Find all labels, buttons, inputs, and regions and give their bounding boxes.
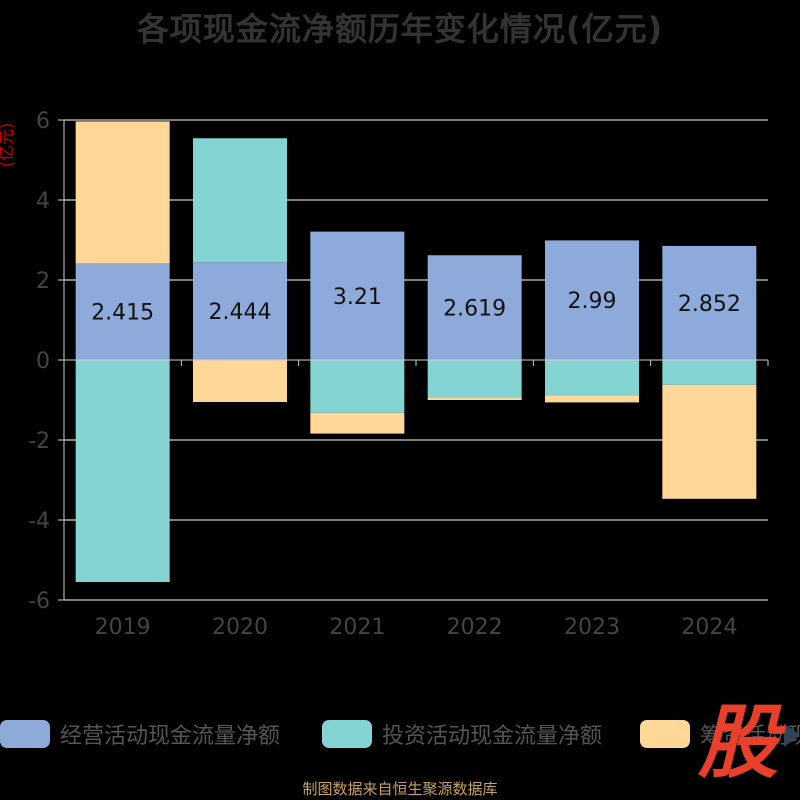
bar-investing-2020 (193, 138, 287, 263)
y-tick-label: 4 (36, 189, 50, 214)
bar-financing-2023 (545, 395, 639, 403)
legend-label: 投资活动现金流量净额 (382, 724, 603, 749)
legend-item[interactable]: 筹资活动现金流量净额 (640, 712, 800, 756)
x-tick-label: 2021 (329, 615, 385, 640)
legend-swatch (0, 720, 50, 748)
data-label-2023: 2.99 (568, 289, 617, 314)
bar-operating-2020 (193, 262, 287, 360)
data-label-2024: 2.852 (678, 292, 741, 317)
bar-operating-2022 (427, 255, 522, 360)
chart-area: 6 4 2 0 -2 -4 -6 (亿元) 2.415 2019 2.444 2020 3.21 2021… (0, 109, 769, 640)
bar-investing-2024 (662, 360, 757, 385)
y-tick-label: -2 (28, 429, 50, 454)
bar-operating-2021 (310, 231, 405, 360)
y-tick-label: 0 (36, 349, 50, 374)
bar-operating-2019 (75, 263, 170, 360)
legend-label: 经营活动现金流量净额 (60, 724, 281, 749)
legend-swatch (640, 720, 690, 748)
bar-operating-2023 (545, 240, 639, 360)
legend-item[interactable]: 经营活动现金流量净额 (0, 712, 280, 756)
bar-investing-2019 (75, 360, 170, 582)
x-tick-label: 2024 (681, 615, 737, 640)
data-label-2019: 2.415 (91, 301, 154, 326)
bar-investing-2023 (545, 360, 639, 396)
data-label-2022: 2.619 (443, 297, 506, 322)
x-tick-label: 2023 (564, 615, 620, 640)
x-tick-label: 2022 (447, 615, 503, 640)
y-tick-label: -6 (28, 589, 50, 614)
watermark-logo: 股 (698, 696, 778, 789)
data-source-note: 制图数据来自恒生聚源数据库 (302, 780, 498, 798)
bar-financing-2024 (662, 384, 757, 499)
bar-operating-2024 (662, 245, 757, 360)
y-tick-label: 6 (36, 109, 50, 134)
legend: 经营活动现金流量净额 投资活动现金流量净额 筹资活动现金流量净额 (0, 712, 800, 756)
bar-investing-2021 (310, 360, 405, 413)
bar-financing-2020 (193, 360, 287, 402)
bar-financing-2022 (427, 397, 522, 400)
legend-item[interactable]: 投资活动现金流量净额 (322, 712, 602, 756)
data-label-2021: 3.21 (333, 285, 382, 310)
chart-title: 各项现金流净额历年变化情况(亿元) (136, 10, 664, 48)
legend-swatch (322, 720, 372, 748)
legend-next-page-icon[interactable] (784, 723, 800, 747)
bar-investing-2022 (427, 360, 522, 398)
y-tick-label: 2 (36, 269, 50, 294)
bar-financing-2021 (310, 412, 405, 434)
x-tick-label: 2019 (95, 615, 151, 640)
y-axis-label: (亿元) (0, 123, 16, 168)
bar-financing-2019 (75, 121, 170, 264)
x-tick-label: 2020 (212, 615, 268, 640)
y-tick-label: -4 (28, 509, 50, 534)
legend-label: 筹资活动现金流量净额 (700, 724, 800, 749)
data-label-2020: 2.444 (209, 300, 272, 325)
